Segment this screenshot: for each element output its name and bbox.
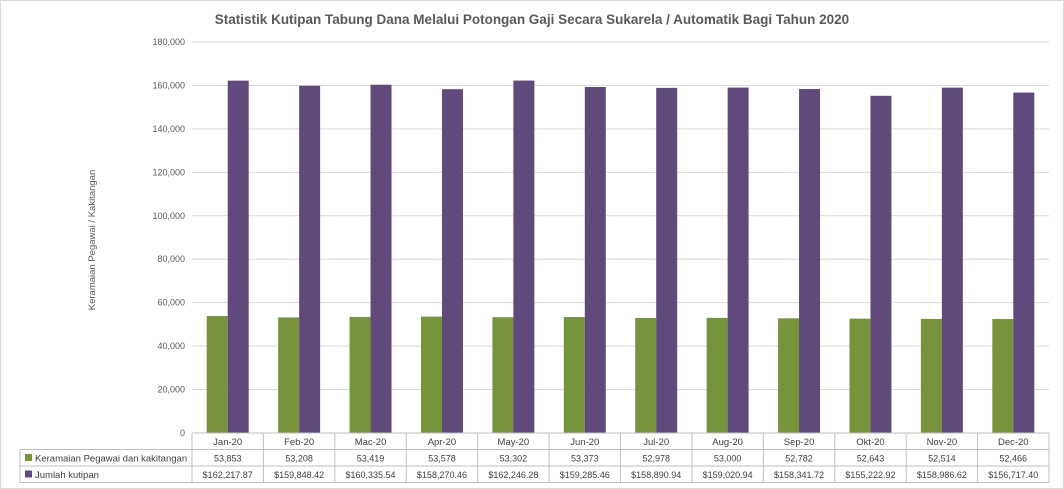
data-label: 53,373 <box>571 454 599 464</box>
data-label: 52,782 <box>785 454 813 464</box>
bar-jumlah-kutipan-nov-20 <box>941 87 963 434</box>
data-label: $162,217.87 <box>203 470 253 480</box>
x-tick-label: Apr-20 <box>428 437 457 448</box>
data-label: 53,302 <box>500 454 528 464</box>
data-label: $156,717.40 <box>988 470 1038 480</box>
bar-keramaian-apr-20 <box>420 316 442 433</box>
data-label: 53,419 <box>357 454 385 464</box>
x-tick-label: Mac-20 <box>355 437 387 448</box>
bar-jumlah-kutipan-jun-20 <box>584 86 606 433</box>
bar-jumlah-kutipan-may-20 <box>513 80 535 433</box>
bar-keramaian-dec-20 <box>992 319 1014 433</box>
bar-jumlah-kutipan-mac-20 <box>370 84 392 433</box>
x-tick-label: Jan-20 <box>213 437 242 448</box>
x-tick-label: Nov-20 <box>927 437 958 448</box>
chart-title: Statistik Kutipan Tabung Dana Melalui Po… <box>215 12 849 27</box>
bar-jumlah-kutipan-jul-20 <box>656 87 678 433</box>
y-tick-label: 160,000 <box>152 80 185 90</box>
x-tick-label: Jul-20 <box>643 437 669 448</box>
bar-keramaian-nov-20 <box>920 318 942 433</box>
data-label: 52,466 <box>1000 454 1028 464</box>
legend-swatch <box>25 470 32 478</box>
bar-jumlah-kutipan-jan-20 <box>227 80 249 433</box>
data-label: 53,000 <box>714 454 742 464</box>
y-tick-label: 0 <box>180 428 185 438</box>
bar-keramaian-may-20 <box>492 317 514 433</box>
data-label: $162,246.28 <box>488 470 538 480</box>
data-label: 52,643 <box>857 454 885 464</box>
data-label: 52,978 <box>642 454 670 464</box>
data-label: $159,020.94 <box>703 470 753 480</box>
data-label: 53,208 <box>285 454 313 464</box>
bars <box>206 80 1035 434</box>
data-label: $159,848.42 <box>274 470 324 480</box>
bar-jumlah-kutipan-okt-20 <box>870 95 892 434</box>
x-tick-label: Dec-20 <box>998 437 1029 448</box>
x-tick-label: Sep-20 <box>784 437 815 448</box>
x-tick-label: Feb-20 <box>284 437 314 448</box>
bar-keramaian-mac-20 <box>349 316 371 433</box>
bar-keramaian-jun-20 <box>563 317 585 433</box>
bar-keramaian-jan-20 <box>206 316 228 433</box>
x-tick-label: Jun-20 <box>570 437 599 448</box>
y-tick-label: 100,000 <box>152 211 185 221</box>
bar-keramaian-feb-20 <box>278 317 300 433</box>
bar-jumlah-kutipan-dec-20 <box>1013 92 1035 433</box>
data-label: $158,270.46 <box>417 470 467 480</box>
bar-jumlah-kutipan-apr-20 <box>441 89 463 434</box>
data-label: 53,578 <box>428 454 456 464</box>
bar-keramaian-sep-20 <box>778 318 800 433</box>
data-label: $160,335.54 <box>346 470 396 480</box>
x-tick-label: Aug-20 <box>712 437 743 448</box>
bar-jumlah-kutipan-aug-20 <box>727 87 749 434</box>
y-tick-label: 120,000 <box>152 167 185 177</box>
x-tick-label: May-20 <box>498 437 530 448</box>
x-tick-label: Okt-20 <box>856 437 885 448</box>
data-label: 53,853 <box>214 454 242 464</box>
bar-keramaian-jul-20 <box>635 317 657 433</box>
y-axis-ticks: 0 20,000 40,000 60,000 80,000 100,000 120,000 1… <box>152 37 185 438</box>
data-label: $158,341.72 <box>774 470 824 480</box>
bar-keramaian-okt-20 <box>849 318 871 433</box>
y-axis-label: Keramaian Pegawai / Kakitangan <box>87 170 98 310</box>
y-tick-label: 60,000 <box>157 298 185 308</box>
data-label: $155,222.92 <box>845 470 895 480</box>
bar-jumlah-kutipan-feb-20 <box>299 85 321 433</box>
data-label: $158,890.94 <box>631 470 681 480</box>
legend-swatch <box>25 454 32 461</box>
data-table: Jan-20 Feb-20 Mac-20 Apr-20 May-20 Jun-20 Jul-… <box>19 432 1050 483</box>
data-label: $159,285.46 <box>560 470 610 480</box>
bar-jumlah-kutipan-sep-20 <box>799 89 821 433</box>
y-tick-label: 80,000 <box>157 254 185 264</box>
y-tick-label: 140,000 <box>152 124 185 134</box>
y-tick-label: 40,000 <box>157 341 185 351</box>
bar-keramaian-aug-20 <box>706 317 728 433</box>
data-label: 52,514 <box>928 454 956 464</box>
y-tick-label: 180,000 <box>152 37 185 47</box>
legend-label: Jumlah kutipan <box>35 470 99 481</box>
data-label: $158,986.62 <box>917 470 967 480</box>
legend-label: Keramaian Pegawai dan kakitangan <box>35 454 187 465</box>
y-tick-label: 20,000 <box>157 385 185 395</box>
